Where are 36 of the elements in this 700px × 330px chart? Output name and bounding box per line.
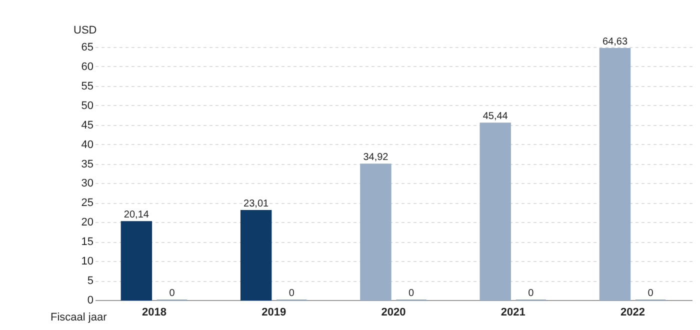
y-tick-label: 20 [81, 216, 94, 229]
y-tick-label: 15 [81, 236, 94, 248]
y-tick-label: 10 [81, 256, 94, 268]
y-tick-label: 45 [81, 119, 94, 132]
y-tick-label: 25 [81, 197, 94, 210]
y-tick-label: 35 [81, 158, 94, 170]
data-label: 0 [528, 288, 534, 299]
data-label: 0 [408, 288, 415, 299]
bar [599, 48, 631, 300]
data-label: 45,44 [482, 111, 508, 122]
data-label: 0 [648, 288, 654, 299]
y-tick-label: 50 [81, 100, 94, 112]
y-axis-title: USD [74, 24, 97, 36]
x-tick-label: 2021 [500, 306, 526, 318]
x-tick-label: 2022 [620, 306, 646, 318]
y-tick-label: 40 [81, 138, 94, 151]
bar [480, 122, 511, 300]
y-tick-label: 30 [81, 178, 94, 190]
data-label: 64,63 [602, 36, 628, 48]
y-tick-label: 5 [87, 275, 94, 288]
x-axis-title: Fiscaal jaar [50, 312, 108, 324]
data-label: 0 [169, 288, 176, 299]
data-label: 34,92 [363, 152, 389, 164]
x-tick-label: 2020 [381, 306, 406, 318]
bar [240, 210, 272, 300]
bar [360, 164, 392, 300]
bar [120, 221, 152, 300]
y-tick-label: 55 [81, 80, 94, 92]
data-label: 20,14 [124, 210, 150, 221]
data-label: 0 [288, 288, 295, 299]
y-tick-label: 65 [81, 42, 94, 54]
x-tick-label: 2018 [142, 306, 166, 318]
x-tick-label: 2019 [262, 306, 286, 318]
y-tick-label: 0 [87, 294, 94, 306]
y-tick-label: 60 [81, 60, 94, 73]
data-label: 23,01 [244, 198, 270, 210]
